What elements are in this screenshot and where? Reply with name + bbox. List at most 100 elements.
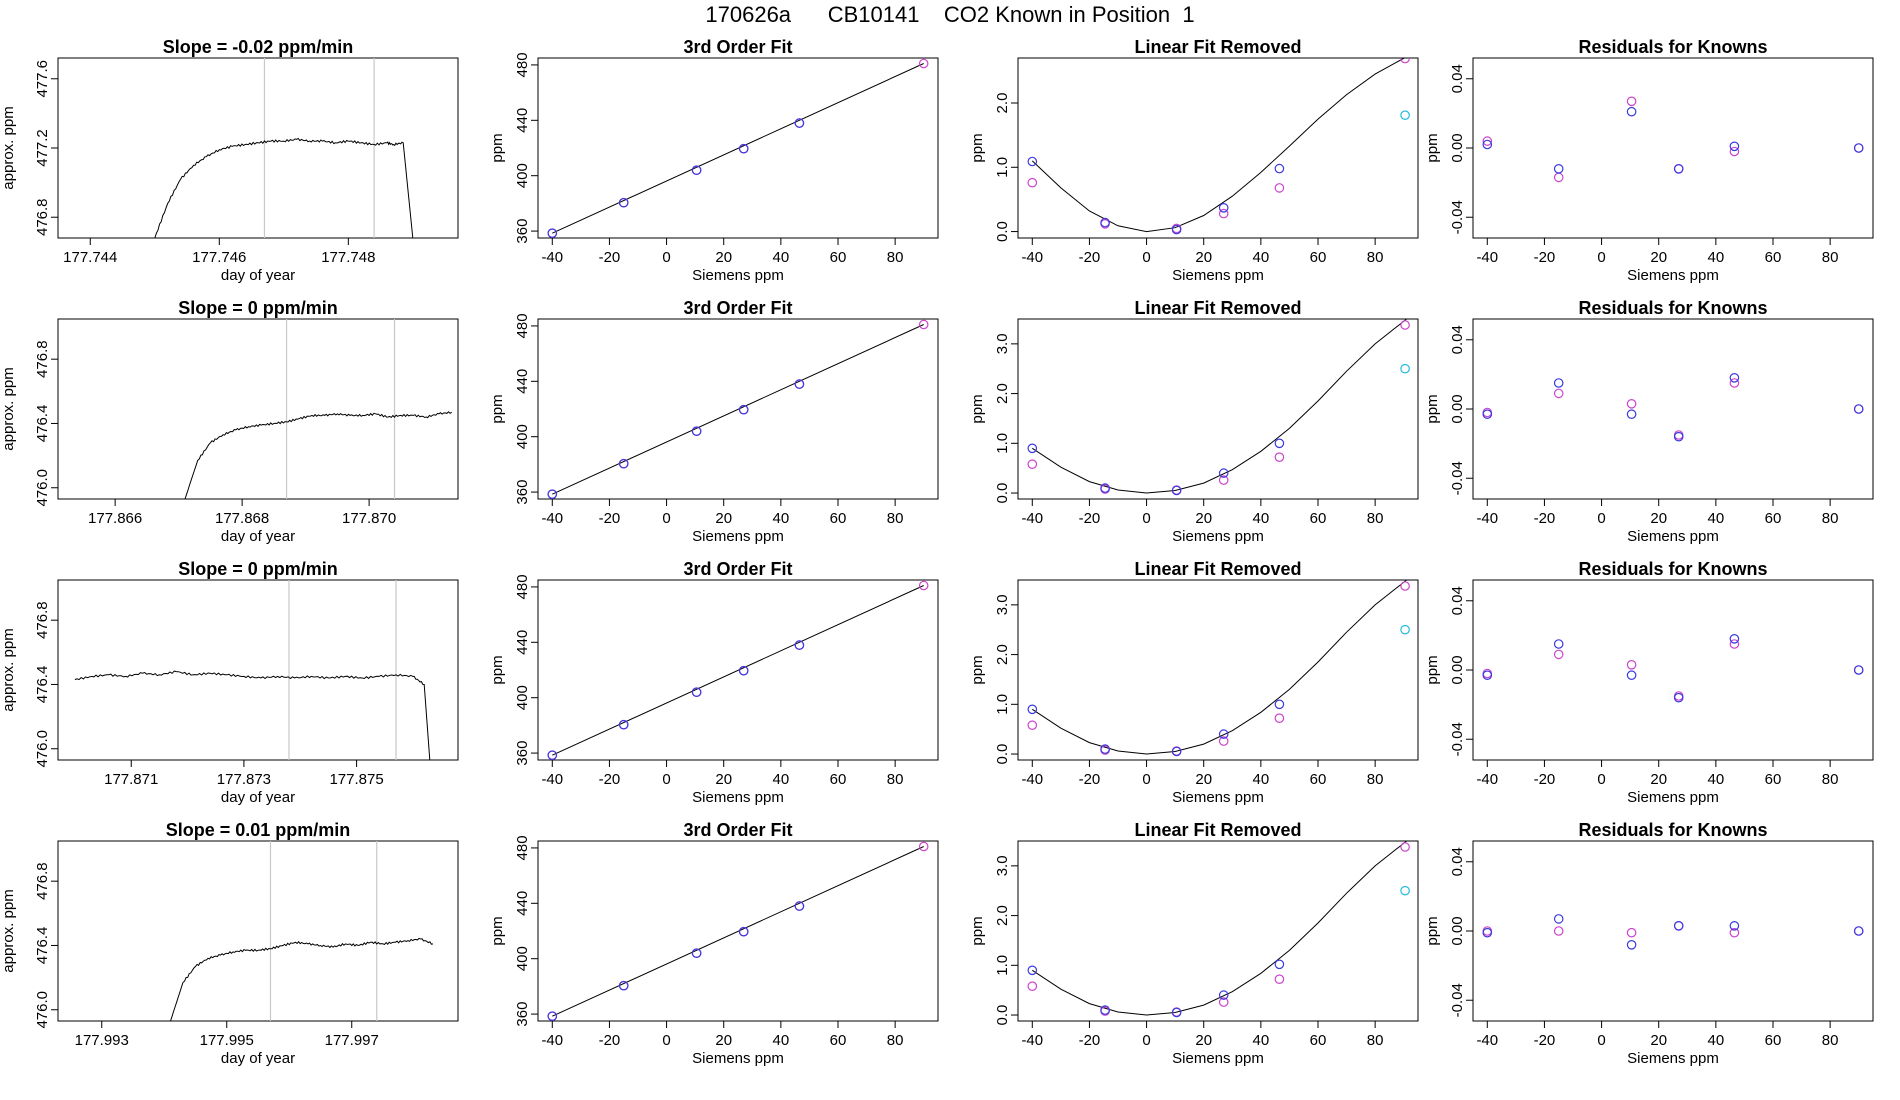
data-point-blue — [1482, 139, 1493, 150]
data-point-blue — [1673, 692, 1684, 703]
data-point-magenta — [1626, 398, 1637, 409]
data-point-magenta — [1274, 452, 1285, 462]
data-point-magenta — [1729, 146, 1740, 157]
data-point-blue — [1100, 744, 1110, 754]
fit-curve-line — [1031, 58, 1406, 233]
x-tick-label: -40 — [1476, 510, 1498, 527]
plot-area — [1482, 914, 1864, 950]
x-tick-label: 177.746 — [192, 249, 246, 266]
x-tick-label: 20 — [715, 1032, 732, 1049]
data-point-magenta — [1729, 378, 1740, 388]
plot-frame — [1017, 57, 1419, 239]
data-point-blue — [794, 379, 805, 389]
x-tick-label: 0 — [1142, 249, 1150, 266]
panel-r2c1: Slope = 0 ppm/min 177.866 177.868 177.870 da… — [0, 298, 459, 545]
panel-title: Residuals for Knowns — [1578, 298, 1767, 318]
plot-frame — [1472, 840, 1874, 1022]
x-axis-label: Siemens ppm — [1627, 1050, 1719, 1067]
plot-frame — [1017, 318, 1419, 500]
x-tick-label: 20 — [1195, 510, 1212, 527]
x-tick-label: 60 — [1310, 771, 1327, 788]
plot-frame — [537, 57, 939, 239]
x-axis-label: day of year — [221, 1050, 295, 1067]
data-point-blue — [1729, 633, 1740, 644]
panel-title: 3rd Order Fit — [683, 820, 792, 840]
x-tick-label: 177.748 — [321, 249, 375, 266]
plot-area — [184, 319, 452, 499]
x-tick-label: 60 — [1310, 1032, 1327, 1049]
y-axis-label: ppm — [489, 133, 506, 162]
plot-frame — [537, 579, 939, 761]
data-point-blue — [547, 228, 558, 238]
y-tick-label: 400 — [514, 424, 531, 449]
data-point-magenta — [1553, 649, 1564, 660]
x-tick-label: 60 — [830, 1032, 847, 1049]
x-tick-label: 60 — [830, 249, 847, 266]
data-point-blue — [547, 750, 558, 760]
data-trace-line — [170, 937, 434, 1021]
data-point-blue — [1673, 431, 1684, 442]
data-trace-line — [154, 137, 414, 238]
data-point-blue — [691, 948, 702, 958]
x-tick-label: -40 — [541, 1032, 563, 1049]
panel-title: Slope = -0.02 ppm/min — [163, 37, 354, 57]
data-point-blue — [1853, 926, 1864, 936]
panel-r1c4: Residuals for Knowns -40 -20 0 20 40 60 80 Sieme… — [1424, 37, 1874, 284]
data-point-magenta — [1626, 96, 1637, 107]
plot-frame — [1472, 57, 1874, 239]
x-axis-label: Siemens ppm — [692, 1050, 784, 1067]
data-point-blue — [691, 165, 702, 175]
fit-curve-line — [1032, 841, 1407, 1016]
plot-area — [547, 319, 929, 499]
x-tick-label: -20 — [599, 1032, 621, 1049]
data-point-magenta — [918, 319, 929, 330]
data-point-blue — [1171, 485, 1182, 496]
data-point-blue — [1482, 409, 1493, 419]
data-point-magenta — [1218, 736, 1229, 746]
y-axis-label: ppm — [489, 916, 506, 945]
plot-area — [1482, 372, 1864, 442]
x-tick-label: -20 — [599, 771, 621, 788]
data-point-blue — [1482, 670, 1493, 680]
plot-area — [1482, 633, 1864, 703]
data-point-magenta — [1274, 183, 1285, 193]
x-tick-label: 80 — [1822, 249, 1839, 266]
y-tick-label: 0.04 — [1449, 586, 1466, 615]
data-point-blue — [1553, 639, 1564, 649]
y-tick-label: 480 — [514, 52, 531, 77]
x-tick-label: -20 — [1079, 771, 1101, 788]
y-tick-label: 480 — [514, 574, 531, 599]
plot-frame — [1472, 318, 1874, 500]
data-point-blue — [618, 458, 629, 469]
data-point-blue — [1673, 164, 1684, 174]
x-tick-label: 0 — [662, 510, 670, 527]
x-axis-label: Siemens ppm — [1627, 267, 1719, 284]
data-point-blue — [1027, 704, 1038, 715]
data-point-blue — [547, 489, 558, 499]
y-tick-label: 3.0 — [994, 855, 1011, 876]
fit-curve-line — [552, 585, 924, 756]
x-tick-label: 80 — [1822, 1032, 1839, 1049]
x-tick-label: 40 — [1708, 1032, 1725, 1049]
plot-frame — [57, 840, 459, 1022]
data-point-magenta — [1626, 927, 1637, 938]
y-tick-label: 477.2 — [34, 129, 51, 167]
data-point-magenta — [1400, 320, 1410, 330]
data-point-magenta — [1400, 581, 1410, 591]
plot-area — [1027, 58, 1410, 235]
panel-title: Linear Fit Removed — [1134, 37, 1301, 57]
y-tick-label: -0.04 — [1449, 200, 1466, 234]
x-tick-label: 40 — [1708, 771, 1725, 788]
y-axis-label: ppm — [1424, 394, 1441, 423]
x-tick-label: 20 — [1650, 1032, 1667, 1049]
plot-frame — [57, 579, 459, 761]
data-point-blue — [1218, 729, 1229, 739]
x-axis-label: Siemens ppm — [692, 789, 784, 806]
data-point-blue — [1171, 1007, 1182, 1018]
x-tick-label: 20 — [1195, 771, 1212, 788]
panel-title: Residuals for Knowns — [1578, 37, 1767, 57]
fit-curve-line — [552, 63, 924, 234]
data-point-blue — [1027, 443, 1038, 454]
y-tick-label: 2.0 — [994, 644, 1011, 665]
x-axis-label: day of year — [221, 267, 295, 284]
